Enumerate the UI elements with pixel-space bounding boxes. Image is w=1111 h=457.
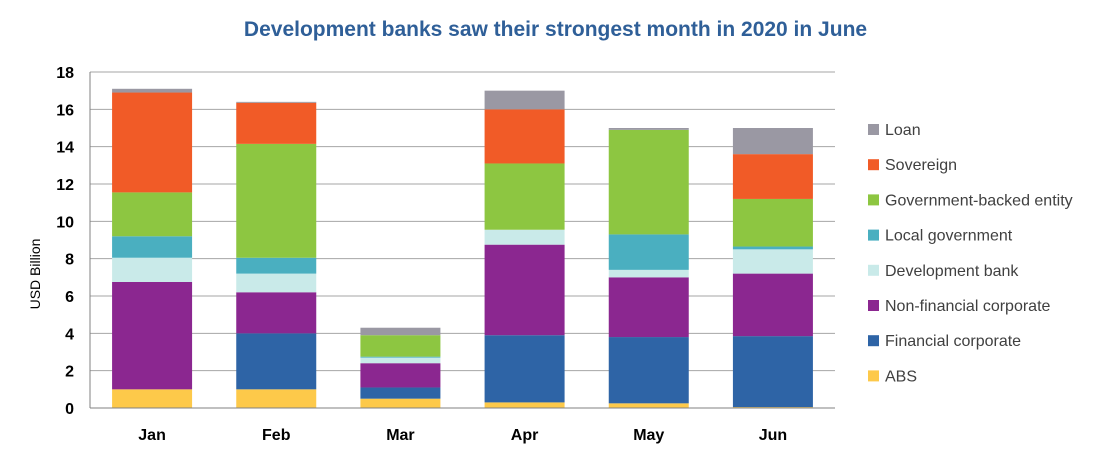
legend-swatch <box>868 300 879 311</box>
bar-segment-mar-non-financial-corporate <box>360 363 441 388</box>
bar-segment-apr-government-backed-entity <box>484 163 565 230</box>
bar-segment-jan-government-backed-entity <box>112 192 193 237</box>
bar-segment-feb-local-government <box>236 257 317 274</box>
bar-segment-may-non-financial-corporate <box>608 277 689 338</box>
legend-label: Local government <box>885 228 1013 245</box>
x-tick-label: Jan <box>138 427 166 444</box>
bar-segment-mar-government-backed-entity <box>360 335 441 357</box>
bar-segment-mar-financial-corporate <box>360 387 441 399</box>
x-tick-label: May <box>633 427 664 444</box>
bar-segment-apr-non-financial-corporate <box>484 244 565 336</box>
x-tick-label: Mar <box>386 427 414 444</box>
bar-segment-jun-government-backed-entity <box>732 198 813 247</box>
y-tick-label: 14 <box>56 140 74 157</box>
x-tick-label: Jun <box>759 427 787 444</box>
legend-label: Financial corporate <box>885 333 1021 350</box>
legend-label: Loan <box>885 122 921 139</box>
bar-segment-jun-development-bank <box>732 249 813 274</box>
legend-swatch <box>868 370 879 382</box>
bar-segment-jan-non-financial-corporate <box>112 282 193 390</box>
y-tick-label: 16 <box>56 102 74 119</box>
bar-segment-apr-financial-corporate <box>484 335 565 403</box>
bar-segment-jan-loan <box>112 88 193 93</box>
bar-segment-may-abs <box>608 403 689 408</box>
bar-segment-may-local-government <box>608 234 689 270</box>
bar-segment-apr-development-bank <box>484 229 565 245</box>
y-tick-label: 8 <box>65 252 74 269</box>
bar-segment-jan-local-government <box>112 236 193 258</box>
bar-segment-may-loan <box>608 128 689 130</box>
y-tick-label: 18 <box>56 65 74 82</box>
y-tick-label: 10 <box>56 214 74 231</box>
bar-segment-feb-loan <box>236 101 317 103</box>
bar-segment-jun-financial-corporate <box>732 336 813 408</box>
legend-label: Government-backed entity <box>885 192 1073 209</box>
legend-swatch <box>868 124 879 135</box>
y-tick-label: 12 <box>56 177 74 194</box>
bar-segment-jan-abs <box>112 389 193 408</box>
legend-swatch <box>868 159 879 171</box>
y-tick-label: 4 <box>65 326 74 343</box>
y-axis-label: USD Billion <box>27 239 43 310</box>
y-tick-label: 0 <box>65 401 74 418</box>
bar-segment-jun-local-government <box>732 246 813 250</box>
bar-segment-feb-development-bank <box>236 273 317 293</box>
bar-segment-may-government-backed-entity <box>608 129 689 235</box>
bar-segment-apr-sovereign <box>484 109 565 164</box>
bar-segment-may-financial-corporate <box>608 337 689 404</box>
bar-segment-jun-sovereign <box>732 154 813 199</box>
bar-segment-jun-non-financial-corporate <box>732 273 813 337</box>
bar-segment-feb-non-financial-corporate <box>236 292 317 334</box>
legend-swatch <box>868 335 879 347</box>
x-tick-label: Feb <box>262 427 291 444</box>
legend-swatch <box>868 264 879 276</box>
bar-segment-mar-loan <box>360 327 441 336</box>
bar-segment-feb-abs <box>236 389 317 408</box>
bar-segment-feb-government-backed-entity <box>236 143 317 258</box>
bar-segment-feb-financial-corporate <box>236 333 317 390</box>
chart-title: Development banks saw their strongest mo… <box>243 18 868 41</box>
bar-segment-may-development-bank <box>608 269 689 278</box>
bar-segment-jan-sovereign <box>112 92 193 193</box>
bar-segment-mar-abs <box>360 398 441 408</box>
legend-label: Sovereign <box>885 157 957 174</box>
legend-label: ABS <box>885 368 917 385</box>
legend-swatch <box>868 229 879 241</box>
x-tick-label: Apr <box>511 427 539 444</box>
bar-segment-mar-development-bank <box>360 357 441 364</box>
bar-segment-feb-sovereign <box>236 102 317 144</box>
legend-label: Non-financial corporate <box>885 298 1051 315</box>
bar-segment-apr-abs <box>484 402 565 408</box>
bar-segment-apr-loan <box>484 90 565 110</box>
legend-swatch <box>868 194 879 206</box>
y-tick-label: 6 <box>65 289 74 306</box>
legend-label: Development bank <box>885 263 1019 280</box>
bar-segment-mar-local-government <box>360 356 441 358</box>
bar-segment-jan-development-bank <box>112 257 193 282</box>
y-tick-label: 2 <box>65 364 74 381</box>
bar-segment-jun-loan <box>732 128 813 155</box>
